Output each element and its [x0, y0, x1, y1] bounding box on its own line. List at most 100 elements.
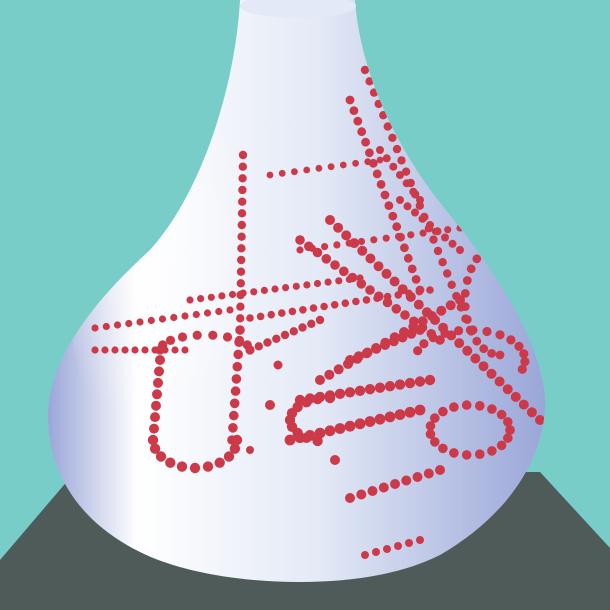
- pattern-dot: [376, 180, 386, 189]
- pattern-dot: [271, 285, 279, 293]
- pattern-dot: [449, 448, 459, 458]
- pattern-dot: [301, 397, 312, 408]
- pattern-dot: [396, 196, 404, 204]
- pattern-dot: [376, 146, 384, 154]
- pattern-dot: [152, 389, 162, 400]
- pattern-dot: [482, 326, 492, 337]
- pattern-dot: [321, 243, 329, 251]
- pattern-dot: [495, 350, 505, 360]
- pattern-dot: [236, 279, 245, 288]
- pattern-dot: [449, 402, 459, 412]
- pattern-dot: [455, 295, 465, 305]
- pattern-dot: [405, 539, 413, 547]
- pattern-dot: [426, 286, 434, 294]
- pattern-dot: [330, 455, 340, 465]
- pattern-dot: [231, 434, 243, 446]
- pattern-dot: [479, 344, 489, 354]
- pattern-dot: [478, 361, 489, 372]
- pattern-dot: [397, 332, 408, 343]
- pattern-dot: [462, 276, 472, 285]
- pattern-dot: [353, 116, 363, 126]
- pattern-dot: [368, 158, 378, 168]
- pattern-dot: [362, 296, 371, 304]
- pattern-dot: [234, 335, 245, 345]
- pattern-dot: [147, 316, 155, 325]
- pattern-dot: [427, 311, 437, 321]
- pattern-dot: [245, 345, 255, 355]
- vase-dot-pattern: [91, 65, 545, 559]
- pattern-dot: [333, 364, 344, 375]
- pattern-dot: [333, 222, 344, 233]
- pattern-dot: [339, 266, 349, 277]
- pattern-dot: [352, 159, 359, 167]
- pattern-dot: [380, 340, 390, 350]
- pattern-dot: [330, 260, 340, 270]
- pattern-dot: [238, 162, 247, 171]
- pattern-dot: [335, 277, 343, 285]
- pattern-dot: [304, 241, 314, 252]
- pattern-dot: [415, 285, 425, 295]
- pattern-dot: [272, 334, 281, 343]
- pattern-dot: [415, 201, 424, 210]
- pattern-dot: [315, 315, 325, 325]
- pattern-dot: [404, 406, 416, 418]
- pattern-dot: [396, 171, 404, 179]
- pattern-dot: [425, 429, 436, 439]
- pattern-dot: [356, 489, 367, 500]
- pattern-dot: [456, 246, 464, 254]
- pattern-dot: [519, 349, 529, 359]
- pattern-dot: [374, 382, 386, 393]
- pattern-dot: [394, 379, 406, 390]
- pattern-dot: [462, 345, 473, 356]
- pattern-dot: [141, 346, 149, 354]
- pattern-dot: [417, 316, 428, 327]
- pattern-dot: [487, 404, 497, 414]
- pattern-dot: [344, 387, 356, 398]
- pattern-dot: [388, 336, 399, 347]
- pattern-dot: [438, 258, 447, 267]
- pattern-dot: [381, 268, 392, 279]
- pattern-dot: [238, 197, 247, 206]
- pattern-dot: [150, 412, 160, 423]
- pattern-dot: [373, 261, 384, 272]
- pattern-dot: [360, 65, 370, 75]
- pattern-dot: [397, 156, 406, 165]
- pattern-dot: [131, 346, 139, 354]
- pattern-dot: [288, 307, 297, 316]
- pattern-dot: [443, 269, 452, 278]
- pattern-dot: [239, 289, 247, 297]
- pattern-dot: [341, 299, 350, 308]
- pattern-dot: [409, 187, 418, 196]
- pattern-dot: [447, 280, 456, 289]
- pattern-dot: [320, 302, 328, 311]
- pattern-dot: [520, 357, 530, 367]
- pattern-dot: [462, 315, 472, 324]
- pattern-dot: [466, 264, 476, 274]
- pattern-dot: [236, 267, 246, 276]
- pattern-dot: [404, 377, 416, 389]
- pattern-dot: [416, 536, 424, 544]
- pattern-dot: [407, 231, 415, 239]
- pattern-dot: [334, 388, 346, 399]
- pattern-dot: [186, 296, 194, 304]
- pattern-dot: [214, 457, 225, 468]
- pattern-dot: [397, 284, 408, 295]
- pattern-dot: [475, 449, 485, 460]
- pattern-dot: [352, 297, 360, 306]
- pattern-dot: [441, 233, 449, 242]
- pattern-dot: [307, 319, 316, 328]
- pattern-dot: [510, 391, 521, 402]
- pattern-dot: [334, 423, 346, 434]
- pattern-dot: [390, 479, 400, 489]
- pattern-dot: [289, 327, 298, 336]
- pattern-dot: [364, 384, 376, 395]
- pattern-dot: [254, 342, 263, 351]
- pattern-dot: [419, 339, 429, 349]
- pattern-dot: [388, 211, 398, 221]
- pattern-dot: [407, 264, 417, 274]
- pattern-dot: [238, 150, 248, 160]
- pattern-dot: [325, 215, 335, 225]
- pattern-dot: [181, 312, 189, 320]
